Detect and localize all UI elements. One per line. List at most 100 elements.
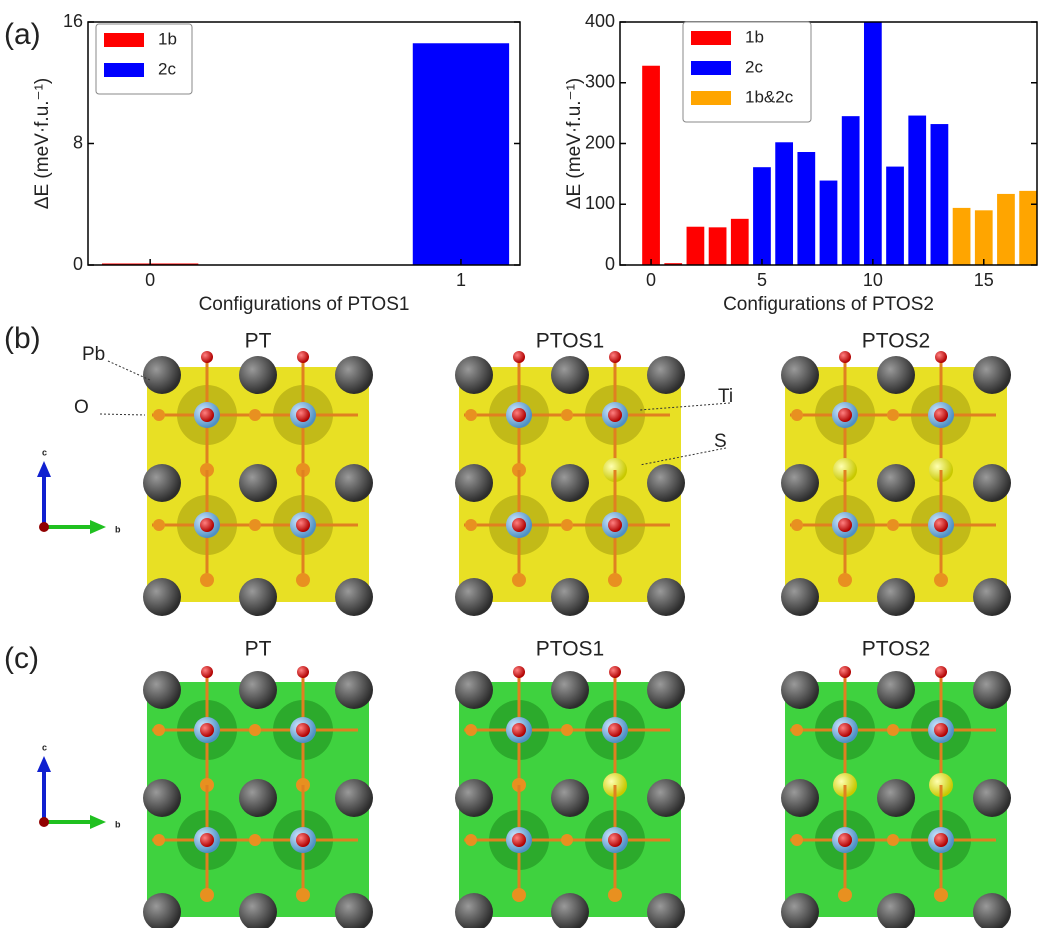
bar bbox=[775, 142, 793, 265]
pb-atom bbox=[239, 779, 277, 817]
o-atom bbox=[609, 351, 621, 363]
bar bbox=[886, 167, 904, 265]
pb-atom bbox=[781, 464, 819, 502]
pb-atom bbox=[551, 578, 589, 616]
pb-atom bbox=[973, 578, 1011, 616]
structure-title: PTOS2 bbox=[862, 638, 930, 661]
o-atom-small bbox=[608, 888, 622, 902]
pb-atom bbox=[143, 578, 181, 616]
bar bbox=[997, 194, 1015, 265]
x-tick-label: 15 bbox=[974, 270, 994, 290]
bar bbox=[953, 208, 971, 265]
pb-atom bbox=[239, 464, 277, 502]
leader-line bbox=[100, 414, 145, 415]
y-tick-label: 0 bbox=[605, 254, 615, 274]
o-atom-small bbox=[791, 724, 803, 736]
pb-atom bbox=[143, 356, 181, 394]
structure-title: PTOS2 bbox=[862, 330, 930, 353]
pb-atom bbox=[335, 356, 373, 394]
legend-label: 2c bbox=[158, 59, 176, 78]
pb-atom bbox=[335, 779, 373, 817]
bar bbox=[709, 227, 727, 265]
legend-swatch bbox=[691, 91, 731, 105]
o-atom-small bbox=[934, 573, 948, 587]
pb-atom bbox=[877, 671, 915, 709]
o-atom-small bbox=[249, 724, 261, 736]
o-atom bbox=[200, 408, 214, 422]
o-atom-small bbox=[934, 888, 948, 902]
pb-atom bbox=[877, 779, 915, 817]
panel-label: (c) bbox=[4, 642, 39, 675]
bar bbox=[687, 227, 705, 265]
o-atom-small bbox=[296, 888, 310, 902]
legend-label: 2c bbox=[745, 57, 763, 76]
bar bbox=[797, 152, 815, 265]
bar bbox=[864, 22, 882, 265]
bar bbox=[731, 219, 749, 265]
o-atom-small bbox=[561, 724, 573, 736]
o-atom bbox=[296, 408, 310, 422]
o-atom bbox=[512, 833, 526, 847]
o-atom bbox=[838, 723, 852, 737]
o-atom-small bbox=[512, 888, 526, 902]
legend-swatch bbox=[691, 31, 731, 45]
bar bbox=[931, 124, 949, 265]
o-atom-small bbox=[561, 834, 573, 846]
o-atom-small bbox=[153, 834, 165, 846]
o-atom-small bbox=[887, 724, 899, 736]
o-atom bbox=[512, 518, 526, 532]
legend-swatch bbox=[104, 63, 144, 77]
o-atom-small bbox=[561, 409, 573, 421]
x-tick-label: 1 bbox=[456, 270, 466, 290]
y-tick-label: 0 bbox=[73, 254, 83, 274]
x-tick-label: 5 bbox=[757, 270, 767, 290]
o-atom bbox=[200, 723, 214, 737]
x-tick-label: 0 bbox=[145, 270, 155, 290]
o-atom-small bbox=[296, 573, 310, 587]
x-axis-label: Configurations of PTOS2 bbox=[723, 294, 934, 315]
o-atom-small bbox=[561, 519, 573, 531]
pb-atom bbox=[973, 356, 1011, 394]
pb-atom bbox=[455, 578, 493, 616]
legend-label: 1b bbox=[158, 29, 177, 48]
o-atom bbox=[609, 666, 621, 678]
axis-label: c bbox=[42, 742, 47, 752]
pb-atom bbox=[781, 671, 819, 709]
pb-atom bbox=[455, 356, 493, 394]
pb-atom bbox=[647, 779, 685, 817]
o-atom bbox=[513, 666, 525, 678]
x-tick-label: 10 bbox=[863, 270, 883, 290]
o-atom bbox=[934, 833, 948, 847]
o-atom bbox=[513, 351, 525, 363]
pb-atom bbox=[551, 464, 589, 502]
pb-atom bbox=[551, 356, 589, 394]
o-atom-small bbox=[791, 519, 803, 531]
o-atom-small bbox=[153, 724, 165, 736]
o-atom bbox=[201, 351, 213, 363]
o-atom bbox=[934, 723, 948, 737]
o-atom bbox=[512, 723, 526, 737]
pb-atom bbox=[455, 464, 493, 502]
o-atom-small bbox=[465, 724, 477, 736]
pb-atom bbox=[143, 464, 181, 502]
bar bbox=[413, 43, 509, 265]
o-atom bbox=[934, 408, 948, 422]
y-tick-label: 8 bbox=[73, 132, 83, 152]
legend-swatch bbox=[691, 61, 731, 75]
bar bbox=[908, 116, 926, 265]
pb-atom bbox=[551, 671, 589, 709]
o-atom-small bbox=[512, 573, 526, 587]
o-atom bbox=[935, 666, 947, 678]
structure-title: PTOS1 bbox=[536, 638, 604, 661]
o-atom bbox=[935, 351, 947, 363]
pb-atom bbox=[239, 356, 277, 394]
o-atom bbox=[201, 666, 213, 678]
y-tick-label: 16 bbox=[63, 11, 83, 31]
bar bbox=[642, 66, 660, 265]
axis-origin bbox=[39, 817, 49, 827]
o-atom bbox=[512, 408, 526, 422]
pb-atom bbox=[647, 464, 685, 502]
o-atom-small bbox=[838, 573, 852, 587]
axis-label: b bbox=[115, 819, 121, 829]
pb-atom bbox=[335, 464, 373, 502]
